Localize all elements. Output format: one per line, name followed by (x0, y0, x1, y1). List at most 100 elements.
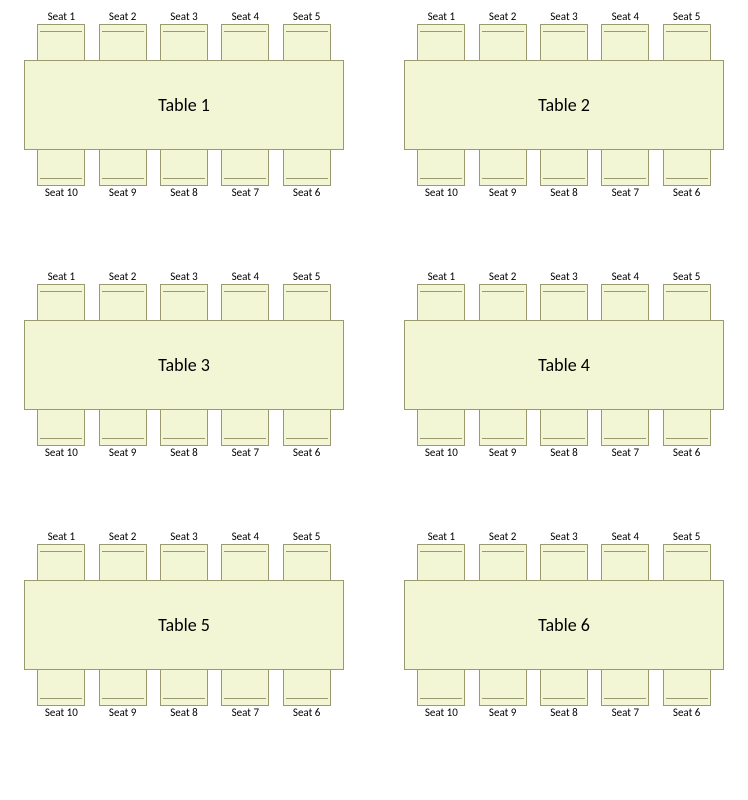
seat-shape (37, 670, 85, 706)
seat: Seat 8 (160, 670, 208, 720)
seat-label: Seat 4 (601, 530, 649, 544)
seat: Seat 8 (160, 150, 208, 200)
table-rect: Table 4 (404, 320, 724, 410)
seat: Seat 1 (417, 270, 465, 320)
seat: Seat 4 (601, 10, 649, 60)
seat-label: Seat 7 (601, 186, 649, 200)
seat: Seat 5 (283, 270, 331, 320)
table-unit: Seat 1Seat 2Seat 3Seat 4Seat 5Table 3Sea… (24, 270, 344, 460)
seat-label: Seat 2 (479, 530, 527, 544)
table-rect: Table 3 (24, 320, 344, 410)
seat-label: Seat 3 (160, 270, 208, 284)
seat-shape (417, 544, 465, 580)
seat-shape (663, 284, 711, 320)
seat-label: Seat 8 (160, 186, 208, 200)
seat-label: Seat 5 (283, 270, 331, 284)
seat: Seat 1 (417, 10, 465, 60)
seat: Seat 6 (283, 410, 331, 460)
table-unit: Seat 1Seat 2Seat 3Seat 4Seat 5Table 4Sea… (404, 270, 724, 460)
table-unit: Seat 1Seat 2Seat 3Seat 4Seat 5Table 5Sea… (24, 530, 344, 720)
seat-label: Seat 10 (37, 186, 85, 200)
seat-shape (601, 284, 649, 320)
seat-shape (37, 410, 85, 446)
seat-label: Seat 4 (601, 10, 649, 24)
seat-shape (479, 670, 527, 706)
seat-label: Seat 7 (601, 446, 649, 460)
seat-shape (37, 284, 85, 320)
seat-shape (417, 410, 465, 446)
seat: Seat 10 (37, 150, 85, 200)
seat-shape (540, 24, 588, 60)
seat-shape (601, 670, 649, 706)
seat: Seat 5 (663, 530, 711, 580)
seat-label: Seat 5 (663, 10, 711, 24)
seat-row-bottom: Seat 10 Seat 9 Seat 8 Seat 7 Seat 6 (24, 670, 344, 720)
seat-row-bottom: Seat 10Seat 9Seat 8Seat 7Seat 6 (404, 150, 724, 200)
seat-shape (283, 544, 331, 580)
seat: Seat 7 (221, 670, 269, 720)
seat: Seat 3 (540, 530, 588, 580)
seat-label: Seat 3 (540, 10, 588, 24)
seat: Seat 1 (37, 530, 85, 580)
seat: Seat 3 (540, 270, 588, 320)
seat-shape (160, 284, 208, 320)
seat-row-top: Seat 1 Seat 2 Seat 3 Seat 4 Seat 5 (404, 10, 724, 60)
seat-label: Seat 6 (663, 446, 711, 460)
seat-shape (160, 544, 208, 580)
seat-shape (99, 150, 147, 186)
seat-shape (479, 544, 527, 580)
seat-shape (417, 150, 465, 186)
seat: Seat 9 (99, 410, 147, 460)
seat-label: Seat 7 (601, 706, 649, 720)
seat-label: Seat 3 (540, 270, 588, 284)
seat-shape (283, 150, 331, 186)
seat-shape (663, 670, 711, 706)
seat-shape (99, 544, 147, 580)
seat: Seat 3 (540, 10, 588, 60)
seat-shape (663, 410, 711, 446)
seat-label: Seat 10 (37, 446, 85, 460)
seat-label: Seat 1 (37, 270, 85, 284)
seat-shape (479, 410, 527, 446)
seat-shape (37, 150, 85, 186)
seat: Seat 6 (663, 670, 711, 720)
seat-label: Seat 9 (99, 706, 147, 720)
seat-shape (283, 24, 331, 60)
seat-row-bottom: Seat 10 Seat 9 Seat 8 Seat 7 Seat 6 (24, 150, 344, 200)
seat: Seat 10 (417, 150, 465, 200)
seat: Seat 4 (601, 530, 649, 580)
seat: Seat 1 (37, 270, 85, 320)
seat: Seat 9 (479, 670, 527, 720)
seat-shape (99, 670, 147, 706)
seat-label: Seat 1 (37, 530, 85, 544)
seat: Seat 4 (221, 530, 269, 580)
seat-label: Seat 4 (221, 270, 269, 284)
seat-shape (479, 284, 527, 320)
seat: Seat 5 (663, 270, 711, 320)
seat-label: Seat 2 (479, 10, 527, 24)
seat: Seat 9 (99, 150, 147, 200)
seat: Seat 6 (663, 410, 711, 460)
seat-label: Seat 9 (479, 706, 527, 720)
table-rect: Table 5 (24, 580, 344, 670)
seat-label: Seat 10 (417, 706, 465, 720)
seat: Seat 5 (283, 10, 331, 60)
seat: Seat 4 (221, 270, 269, 320)
seat-shape (601, 150, 649, 186)
seat-label: Seat 6 (283, 706, 331, 720)
seat: Seat 10 (37, 670, 85, 720)
seat-shape (221, 670, 269, 706)
seat-label: Seat 6 (663, 186, 711, 200)
seat-shape (283, 670, 331, 706)
seat: Seat 10 (417, 670, 465, 720)
seat: Seat 9 (479, 150, 527, 200)
seat: Seat 7 (221, 150, 269, 200)
seat-shape (99, 284, 147, 320)
seat: Seat 8 (160, 410, 208, 460)
seat: Seat 6 (283, 150, 331, 200)
seat: Seat 7 (221, 410, 269, 460)
seat-label: Seat 9 (479, 446, 527, 460)
seat-shape (37, 24, 85, 60)
seat-row-bottom: Seat 10Seat 9Seat 8Seat 7Seat 6 (404, 410, 724, 460)
seat-shape (417, 24, 465, 60)
